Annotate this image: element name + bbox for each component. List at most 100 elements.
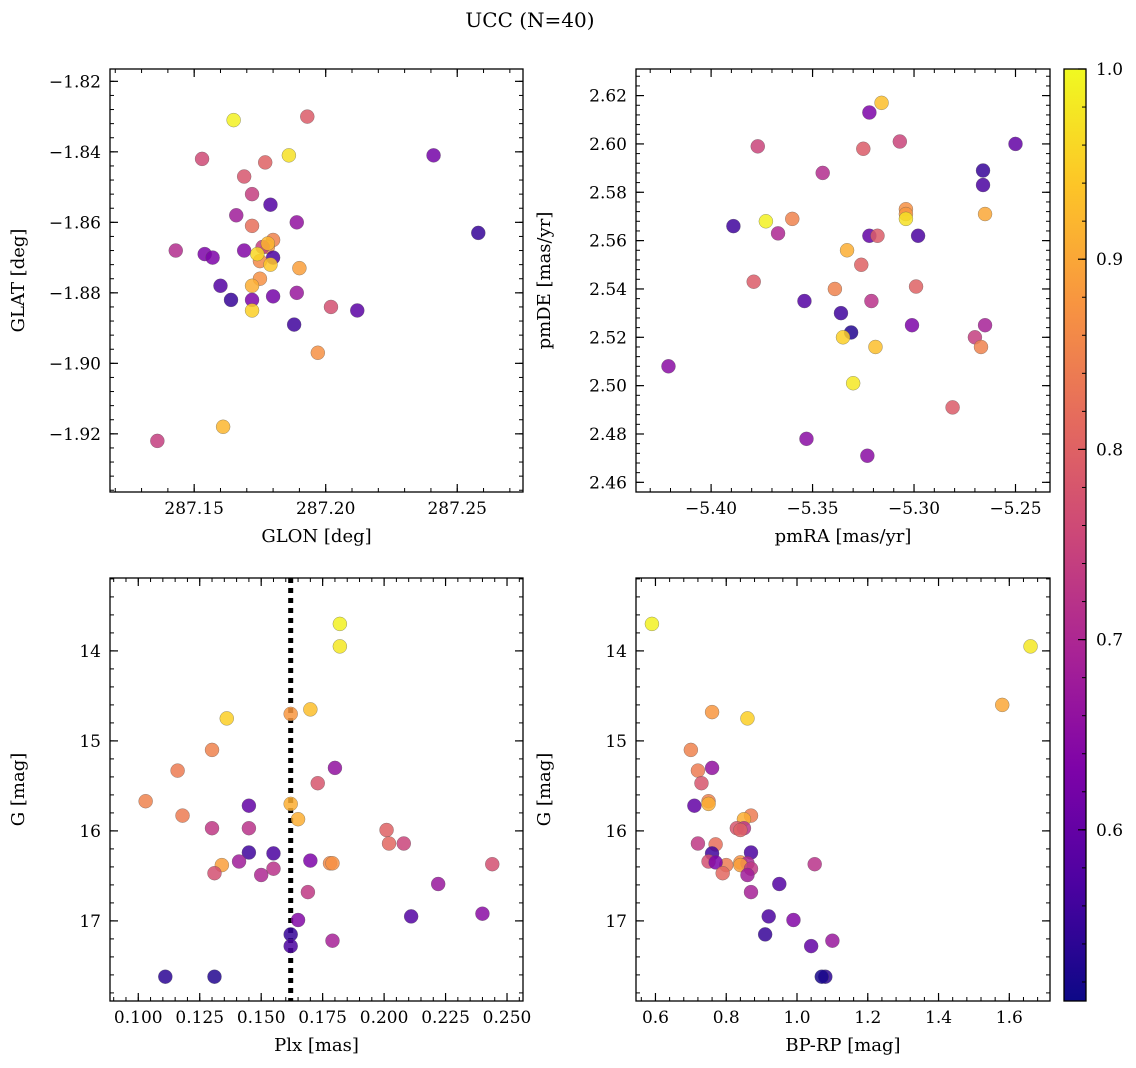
y-tick-label: 2.56 [589,232,627,252]
colorbar-frame [1063,68,1087,1002]
x-tick-label: −5.25 [989,499,1041,519]
scatter-point [743,884,759,900]
x-tick-label: 0.150 [237,1008,286,1028]
y-tick-label: 14 [79,642,101,662]
x-tick-label: −5.30 [888,499,940,519]
scatter-point [475,906,490,921]
scatter-point [253,867,269,883]
scatter-point [761,909,776,924]
y-tick-label: −1.88 [49,284,101,304]
scatter-point [310,345,326,361]
scatter-point [303,702,318,717]
scatter-point [797,293,812,309]
scatter-point [138,793,153,809]
scatter-point [281,148,297,163]
x-tick-label: 287.20 [296,499,355,519]
scatter-point [290,912,306,928]
scatter-point [194,151,210,167]
scatter-point [300,109,315,124]
scatter-point [244,186,260,202]
scatter-point [244,218,260,234]
scatter-point [892,134,908,149]
scatter-point [715,865,730,881]
x-tick-label: −5.40 [685,499,737,519]
y-tick-label: 16 [79,822,101,842]
y-tick-label: 2.54 [589,280,627,300]
scatter-point [283,938,298,954]
x-tick-label: 0.100 [114,1008,163,1028]
scatter-point [708,855,723,870]
scatter-points [138,616,500,984]
scatter-point [690,836,706,851]
scatter-point [300,884,316,900]
scatter-point [1008,136,1023,152]
axes-frame [109,68,524,493]
scatter-point [814,969,830,984]
scatter-point [289,285,305,301]
scatter-point [860,448,875,463]
scatter-point [687,798,702,813]
scatter-point [864,293,879,309]
scatter-point [868,339,883,355]
scatter-point [994,697,1010,713]
scatter-point [898,211,914,227]
x-axis-label: BP-RP [mag] [785,1035,900,1056]
scatter-point [204,820,220,836]
scatter-point [265,289,281,304]
scatter-point [257,155,273,170]
panel-plx-g: 0.100 0.125 0.150 0.175 0.200 0.225 0.250 14 15 1… [8,577,531,1056]
scatter-point [292,260,307,276]
y-tick-label: 17 [605,912,627,932]
y-axis-label: G [mag] [8,753,29,826]
scatter-point [283,706,298,722]
scatter-point [244,303,260,318]
y-axis-label: G [mag] [534,753,555,826]
scatter-point [229,208,244,223]
scatter-point [973,339,989,355]
x-axis-label: Plx [mas] [274,1035,359,1056]
scatter-point [772,876,787,892]
scatter-point [910,228,926,244]
scatter-point [263,257,278,272]
panel-pm: −5.40 −5.35 −5.30 −5.25 2.46 2.48 2.50 2.52 2.54… [534,68,1051,547]
tick-marks [636,578,1050,1001]
scatter-point [835,330,851,345]
scatter-point [290,811,306,827]
y-tick-label: 2.48 [589,425,627,445]
panel-cmd: 0.6 0.8 1.0 1.2 1.4 1.6 14 15 16 17 BP-RP [mag] G [… [534,577,1051,1056]
scatter-point [803,938,819,954]
scatter-point [379,822,394,838]
axes-frame [635,577,1051,1002]
scatter-point [207,865,222,881]
scatter-point [825,933,840,948]
scatter-point [733,822,748,838]
scatter-points [150,109,486,449]
scatter-point [430,876,446,892]
scatter-point [170,763,185,778]
scatter-point [833,305,849,321]
scatter-point [704,704,720,720]
scatter-point [870,228,885,244]
scatter-point [289,215,305,230]
figure-suptitle: UCC (N=40) [465,8,594,32]
scatter-point [694,775,709,791]
scatter-point [286,317,302,332]
scatter-point [219,711,235,726]
scatter-point [241,820,257,836]
scatter-point [471,225,486,241]
scatter-point [332,616,348,632]
scatter-point [350,303,365,318]
scatter-point [323,299,339,315]
x-tick-label: 0.175 [298,1008,347,1028]
x-tick-label: 0.125 [175,1008,224,1028]
y-tick-label: 2.50 [589,377,627,397]
colorbar: 0.6 0.7 0.8 0.9 1.0 [1063,60,1123,1002]
scatter-point [303,853,318,868]
scatter-point [908,279,924,294]
y-tick-label: −1.84 [49,143,101,163]
y-tick-label: 2.62 [589,87,627,107]
scatter-point [945,400,960,415]
scatter-point [770,226,786,241]
scatter-point [263,197,278,212]
